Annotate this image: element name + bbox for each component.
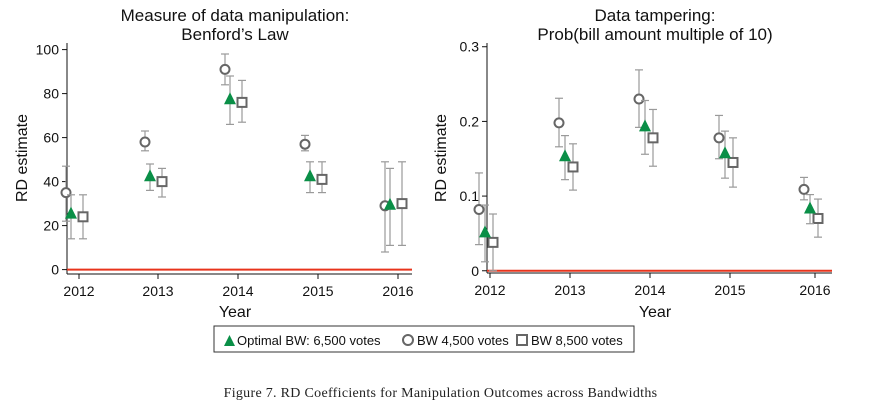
point-square bbox=[156, 176, 168, 188]
point-square bbox=[487, 236, 499, 248]
x-tick-label: 2015 bbox=[302, 283, 333, 299]
legend-box bbox=[213, 325, 635, 353]
point-circle bbox=[633, 93, 645, 105]
x-tick-label: 2012 bbox=[474, 282, 505, 298]
point-circle bbox=[299, 138, 311, 150]
point-circle bbox=[60, 187, 72, 199]
point-square bbox=[77, 211, 89, 223]
panel-benford: Measure of data manipulation: Benford’s … bbox=[14, 6, 414, 321]
y-tick-label: 0 bbox=[51, 262, 59, 278]
x-tick-label: 2015 bbox=[714, 282, 745, 298]
figure-caption: Figure 7. RD Coefficients for Manipulati… bbox=[223, 386, 658, 401]
panel-subtitle: Prob(bill amount multiple of 10) bbox=[537, 25, 772, 44]
point-square bbox=[812, 212, 824, 224]
y-tick-label: 80 bbox=[43, 86, 59, 102]
point-triangle bbox=[224, 92, 236, 105]
point-triangle bbox=[804, 201, 816, 214]
point-triangle bbox=[639, 119, 651, 132]
point-square bbox=[567, 161, 579, 173]
point-square bbox=[396, 198, 408, 210]
y-tick-label: 40 bbox=[43, 174, 59, 190]
point-square bbox=[727, 156, 739, 168]
point-circle bbox=[798, 183, 810, 195]
y-tick-label: 0 bbox=[471, 263, 479, 279]
point-triangle bbox=[479, 225, 491, 238]
x-tick-label: 2014 bbox=[222, 283, 253, 299]
legend-label-bw8500: BW 8,500 votes bbox=[531, 333, 623, 348]
legend-label-optimal: Optimal BW: 6,500 votes bbox=[237, 333, 381, 348]
x-axis-label: Year bbox=[219, 304, 252, 321]
legend-square-marker bbox=[516, 334, 528, 346]
y-tick-label: 0.1 bbox=[460, 188, 480, 204]
x-tick-label: 2012 bbox=[63, 283, 94, 299]
point-triangle bbox=[719, 146, 731, 159]
y-tick-label: 20 bbox=[43, 218, 59, 234]
y-tick-label: 0.3 bbox=[460, 39, 480, 55]
x-tick-label: 2014 bbox=[634, 282, 665, 298]
y-axis-label: RD estimate bbox=[14, 114, 31, 202]
panel-subtitle: Benford’s Law bbox=[181, 25, 289, 44]
y-tick-label: 0.2 bbox=[460, 113, 480, 129]
y-tick-label: 100 bbox=[36, 42, 60, 58]
point-circle bbox=[139, 136, 151, 148]
panel-title: Data tampering: bbox=[595, 6, 716, 25]
point-square bbox=[236, 96, 248, 108]
point-triangle bbox=[304, 169, 316, 182]
point-circle bbox=[473, 204, 485, 216]
point-circle bbox=[219, 63, 231, 75]
point-triangle bbox=[144, 169, 156, 182]
point-triangle bbox=[559, 149, 571, 162]
legend-triangle-marker bbox=[224, 335, 235, 346]
point-circle bbox=[713, 132, 725, 144]
x-tick-label: 2016 bbox=[382, 283, 413, 299]
legend-label-bw4500: BW 4,500 votes bbox=[417, 333, 509, 348]
y-axis-label: RD estimate bbox=[433, 114, 450, 202]
point-triangle bbox=[65, 206, 77, 219]
x-tick-label: 2016 bbox=[799, 282, 830, 298]
point-square bbox=[647, 132, 659, 144]
x-tick-label: 2013 bbox=[554, 282, 585, 298]
panel-tampering: Data tampering: Prob(bill amount multipl… bbox=[433, 6, 832, 321]
y-tick-label: 60 bbox=[43, 130, 59, 146]
x-tick-label: 2013 bbox=[142, 283, 173, 299]
x-axis-label: Year bbox=[639, 304, 672, 321]
point-square bbox=[316, 173, 328, 185]
legend-circle-marker bbox=[402, 334, 414, 346]
panel-title: Measure of data manipulation: bbox=[121, 6, 350, 25]
point-triangle bbox=[384, 197, 396, 210]
point-circle bbox=[553, 117, 565, 129]
legend: Optimal BW: 6,500 votes BW 4,500 votes B… bbox=[213, 325, 635, 353]
